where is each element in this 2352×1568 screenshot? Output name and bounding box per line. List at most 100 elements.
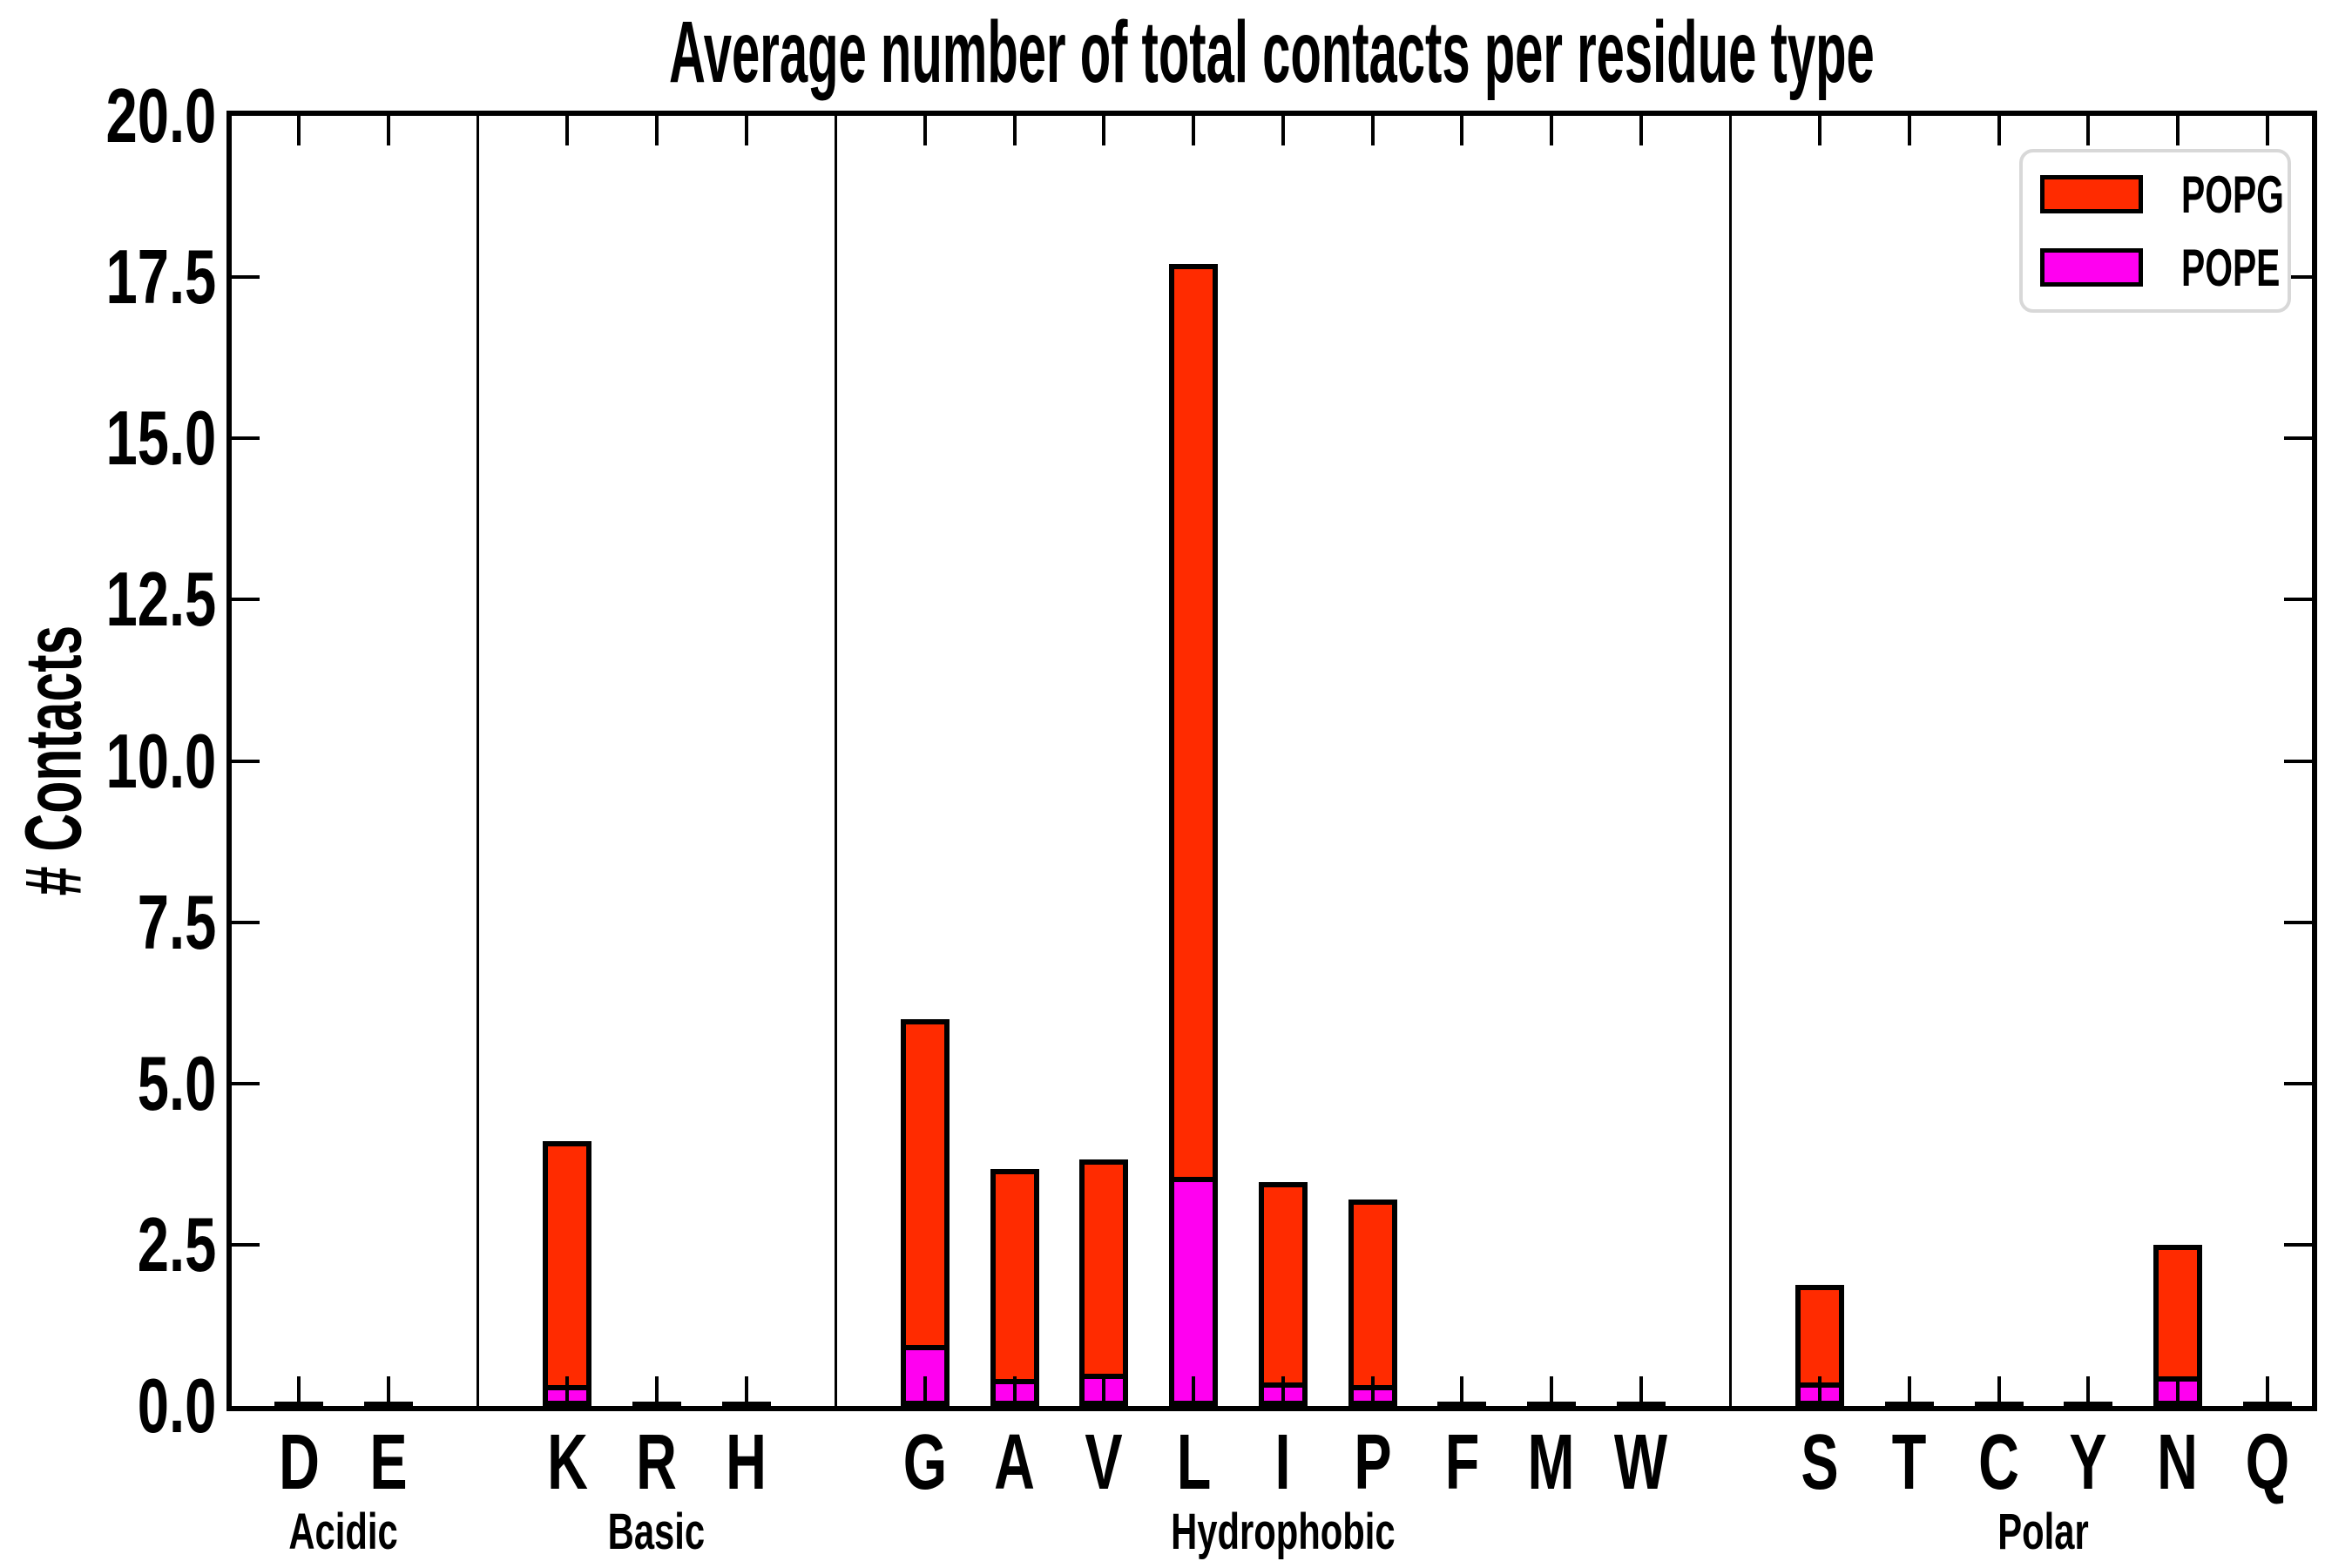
x-tick-label-Y: Y xyxy=(2023,1422,2153,1504)
x-tick-bottom-Y xyxy=(2086,1376,2091,1406)
x-tick-label-M: M xyxy=(1486,1422,1617,1504)
legend-item-popg: POPG xyxy=(2023,158,2288,231)
x-tick-bottom-T xyxy=(1907,1376,1911,1406)
y-tick-left-15 xyxy=(232,436,260,441)
group-separator-line xyxy=(476,116,479,1406)
x-tick-top-N xyxy=(2175,116,2180,145)
y-tick-labels: 0.0 2.5 5.0 7.5 10.0 12.5 15.0 17.5 20.0 xyxy=(0,72,216,1449)
group-label-text: Basic xyxy=(608,1504,706,1560)
x-tick-label-text: G xyxy=(902,1419,948,1506)
group-label-Acidic: Acidic xyxy=(125,1505,561,1559)
x-tick-label-text: M xyxy=(1527,1419,1575,1506)
bar-segment-popg-P xyxy=(1348,1200,1397,1406)
x-tick-label-text: S xyxy=(1801,1419,1839,1506)
bar-P xyxy=(1348,1200,1397,1406)
x-tick-label-L: L xyxy=(1128,1422,1259,1504)
x-tick-bottom-G xyxy=(923,1376,927,1406)
x-tick-label-I: I xyxy=(1218,1422,1348,1504)
x-tick-label-text: D xyxy=(278,1419,320,1506)
x-tick-label-text: I xyxy=(1274,1419,1291,1506)
x-tick-bottom-R xyxy=(654,1376,659,1406)
x-tick-label-P: P xyxy=(1308,1422,1438,1504)
x-tick-label-R: R xyxy=(591,1422,722,1504)
x-tick-top-S xyxy=(1818,116,1822,145)
x-tick-label-text: V xyxy=(1085,1419,1124,1506)
legend-swatch-popg xyxy=(2040,175,2143,213)
x-tick-label-Q: Q xyxy=(2202,1422,2333,1504)
x-tick-label-S: S xyxy=(1754,1422,1885,1504)
bar-segment-popg-G xyxy=(901,1018,950,1406)
x-tick-label-C: C xyxy=(1934,1422,2065,1504)
y-tick-right-5 xyxy=(2284,1081,2312,1085)
x-tick-label-D: D xyxy=(233,1422,364,1504)
y-tick-left-2.5 xyxy=(232,1242,260,1247)
y-tick-label-10.0: 10.0 xyxy=(0,716,216,807)
y-tick-label-text: 12.5 xyxy=(105,556,216,643)
x-tick-bottom-Q xyxy=(2265,1376,2269,1406)
x-tick-top-I xyxy=(1281,116,1285,145)
bar-L xyxy=(1169,264,1219,1406)
chart-title: Average number of total contacts per res… xyxy=(226,7,2317,98)
x-tick-bottom-F xyxy=(1460,1376,1464,1406)
x-tick-label-E: E xyxy=(323,1422,454,1504)
x-tick-top-V xyxy=(1102,116,1106,145)
chart-title-text: Average number of total contacts per res… xyxy=(669,3,1875,101)
x-tick-label-text: F xyxy=(1444,1419,1480,1506)
group-label-text: Acidic xyxy=(288,1504,399,1560)
x-tick-top-H xyxy=(744,116,748,145)
x-tick-bottom-P xyxy=(1370,1376,1375,1406)
y-tick-label-text: 10.0 xyxy=(105,717,216,804)
x-tick-label-text: A xyxy=(994,1419,1036,1506)
x-tick-bottom-S xyxy=(1818,1376,1822,1406)
x-tick-top-E xyxy=(386,116,390,145)
x-tick-label-K: K xyxy=(502,1422,632,1504)
y-tick-label-5.0: 5.0 xyxy=(0,1038,216,1129)
y-tick-label-text: 5.0 xyxy=(137,1039,216,1126)
y-tick-right-7.5 xyxy=(2284,920,2312,924)
x-tick-bottom-M xyxy=(1549,1376,1553,1406)
bar-segment-pope-L xyxy=(1169,1177,1219,1406)
y-tick-left-17.5 xyxy=(232,275,260,280)
y-tick-left-5 xyxy=(232,1081,260,1085)
legend-label-pope: POPE xyxy=(2181,238,2281,297)
x-tick-label-text: W xyxy=(1614,1419,1668,1506)
group-label-Basic: Basic xyxy=(439,1505,875,1559)
x-tick-bottom-W xyxy=(1639,1376,1643,1406)
y-tick-label-7.5: 7.5 xyxy=(0,877,216,968)
x-tick-bottom-N xyxy=(2175,1376,2180,1406)
x-tick-bottom-E xyxy=(386,1376,390,1406)
group-label-text: Hydrophobic xyxy=(1171,1504,1396,1560)
x-tick-label-text: K xyxy=(546,1419,588,1506)
bar-V xyxy=(1079,1159,1129,1406)
legend-item-pope: POPE xyxy=(2023,231,2288,304)
x-group-labels: Acidic Basic Hydrophobic Polar xyxy=(232,1505,2322,1566)
x-tick-label-text: P xyxy=(1353,1419,1392,1506)
y-tick-label-15.0: 15.0 xyxy=(0,393,216,483)
x-tick-top-F xyxy=(1460,116,1464,145)
bar-segment-popg-K xyxy=(543,1141,592,1406)
group-label-Polar: Polar xyxy=(1826,1505,2261,1559)
y-tick-right-10 xyxy=(2284,759,2312,763)
legend: POPG POPE xyxy=(2019,149,2291,313)
y-tick-left-7.5 xyxy=(232,920,260,924)
y-tick-label-2.5: 2.5 xyxy=(0,1200,216,1290)
x-tick-label-V: V xyxy=(1038,1422,1169,1504)
y-tick-right-17.5 xyxy=(2284,275,2312,280)
group-label-Hydrophobic: Hydrophobic xyxy=(1065,1505,1501,1559)
bar-segment-popg-V xyxy=(1079,1159,1129,1406)
group-label-text: Polar xyxy=(1997,1504,2090,1560)
bar-segment-popg-A xyxy=(990,1169,1039,1406)
x-tick-bottom-C xyxy=(1997,1376,2001,1406)
x-tick-bottom-V xyxy=(1102,1376,1106,1406)
y-tick-label-12.5: 12.5 xyxy=(0,554,216,645)
y-tick-label-17.5: 17.5 xyxy=(0,232,216,322)
x-tick-bottom-K xyxy=(565,1376,570,1406)
x-tick-top-Q xyxy=(2265,116,2269,145)
x-tick-top-A xyxy=(1012,116,1017,145)
y-tick-label-0.0: 0.0 xyxy=(0,1361,216,1451)
x-tick-top-T xyxy=(1907,116,1911,145)
plot-area xyxy=(226,111,2317,1411)
x-tick-top-P xyxy=(1370,116,1375,145)
x-tick-top-Y xyxy=(2086,116,2091,145)
